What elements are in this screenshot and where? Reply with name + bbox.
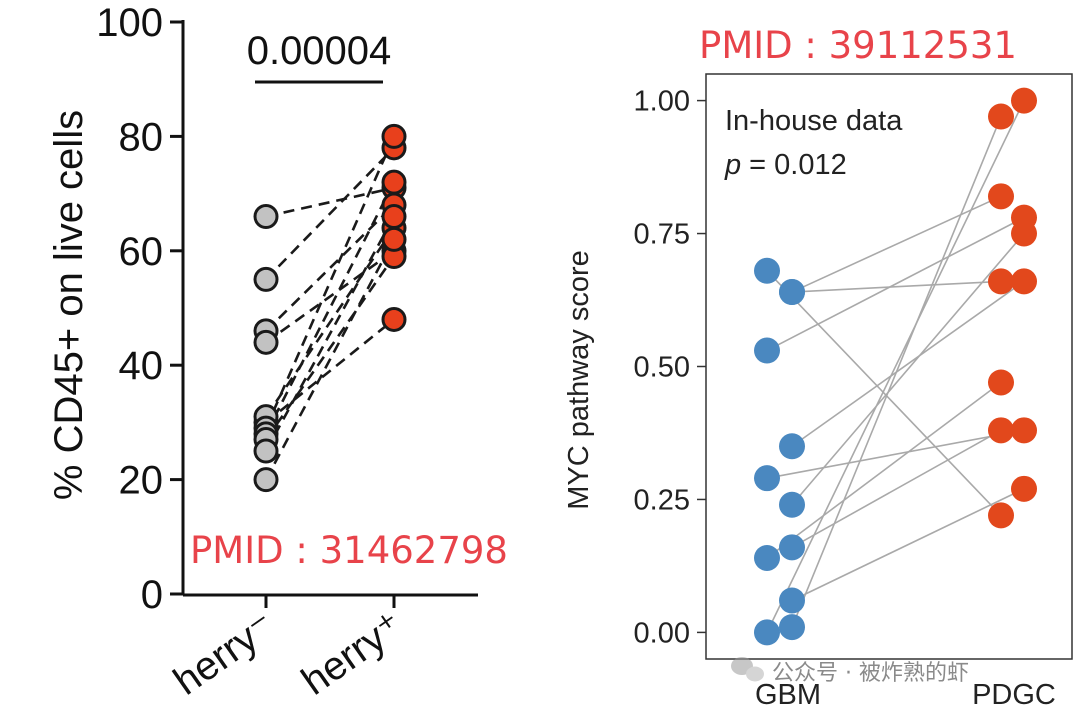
pair-connector [265, 318, 395, 424]
right-x-label-pdgc: PDGC [972, 679, 1056, 711]
pair-connector [791, 488, 1025, 602]
point-gbm [779, 279, 805, 306]
right-y-axis-title: MYC pathway score [563, 250, 595, 510]
pair-connector [766, 100, 1025, 633]
point-mcherry-negative [253, 467, 279, 493]
right-y-tick-label: 0.25 [634, 484, 690, 516]
point-pdgc [988, 268, 1014, 295]
pair-connector [791, 195, 1002, 293]
pair-connector [264, 255, 396, 441]
point-mcherry-positive [381, 226, 407, 252]
left-y-tick-label: 100 [96, 1, 163, 45]
point-gbm [779, 587, 805, 614]
pair-connector [766, 381, 1002, 559]
left-y-tick-label: 40 [119, 344, 164, 388]
pair-connector [264, 227, 396, 418]
pair-connector [264, 215, 396, 452]
pair-connector [791, 116, 1002, 628]
point-pdgc [988, 183, 1014, 210]
left-y-ticks: 0 20 40 60 80 100 [96, 1, 183, 617]
point-gbm [754, 544, 780, 571]
point-gbm [754, 337, 780, 364]
left-x-label-pos: herry⁺ [294, 603, 411, 703]
pair-connector [265, 249, 395, 344]
pair-connector [766, 216, 1025, 352]
pair-connector [265, 186, 395, 218]
point-mcherry-positive [381, 203, 407, 229]
right-points [754, 87, 1037, 646]
point-gbm [754, 619, 780, 646]
watermark: 公众号 · 被炸熟的虾 [731, 657, 969, 686]
point-mcherry-negative [253, 329, 279, 355]
pair-connector [264, 181, 396, 435]
point-pdgc [988, 502, 1014, 529]
right-chart: 0.00 0.25 0.50 0.75 1.00 MYC pathway score I… [563, 24, 1073, 711]
point-pdgc [1011, 475, 1037, 502]
point-pdgc [1011, 268, 1037, 295]
pair-connector [264, 135, 396, 429]
pair-connector [791, 429, 1002, 549]
point-mcherry-negative [253, 203, 279, 229]
pair-connector [791, 280, 1002, 293]
point-pdgc [988, 417, 1014, 444]
pair-connector [265, 204, 395, 332]
point-gbm [779, 534, 805, 561]
right-y-ticks: 0.00 0.25 0.50 0.75 1.00 [634, 86, 706, 649]
left-points [253, 123, 407, 493]
left-x-label-null: herry⁻ [166, 603, 283, 703]
point-gbm [779, 433, 805, 460]
watermark-text: 公众号 · 被炸熟的虾 [772, 661, 969, 686]
point-pdgc [1011, 87, 1037, 114]
left-y-tick-label: 80 [119, 115, 164, 159]
point-mcherry-positive [381, 123, 407, 149]
point-mcherry-positive [381, 306, 407, 332]
point-gbm [754, 257, 780, 284]
p-symbol: p [724, 149, 741, 181]
left-y-tick-label: 60 [119, 230, 164, 274]
pair-connector [265, 146, 395, 281]
point-pdgc [988, 103, 1014, 130]
point-mcherry-negative [253, 266, 279, 292]
left-y-tick-label: 0 [141, 573, 163, 617]
point-mcherry-negative [253, 438, 279, 464]
pair-connector [766, 270, 1002, 516]
wechat-icon [731, 657, 764, 682]
right-y-tick-label: 0.50 [634, 352, 690, 384]
left-y-axis-title: % CD45+ on live cells [47, 110, 91, 500]
right-y-tick-label: 1.00 [634, 86, 690, 118]
right-y-tick-label: 0.75 [634, 219, 690, 251]
pair-connector [766, 429, 1025, 479]
left-y-tick-label: 20 [119, 459, 164, 503]
point-pdgc [1011, 417, 1037, 444]
p-value: = 0.012 [749, 149, 847, 181]
pmid-label-left: PMID : 31462798 [190, 529, 508, 572]
annotation-title: In-house data [725, 105, 903, 137]
right-y-tick-label: 0.00 [634, 617, 690, 649]
right-connectors [766, 100, 1025, 633]
significance-label: 0.00004 [247, 29, 392, 73]
pair-connector [791, 233, 1025, 506]
point-pdgc [988, 369, 1014, 396]
pmid-label-right: PMID : 39112531 [699, 24, 1017, 67]
p-value-annotation: p = 0.012 [724, 149, 847, 181]
point-mcherry-positive [381, 169, 407, 195]
point-pdgc [1011, 220, 1037, 247]
pair-connector [791, 280, 1025, 447]
left-connectors [264, 135, 396, 481]
point-gbm [754, 465, 780, 492]
right-x-label-gbm: GBM [755, 679, 821, 711]
pair-connector [264, 238, 396, 481]
point-gbm [779, 491, 805, 518]
left-chart: 0 20 40 60 80 100 0.00004 % CD45+ on live cel… [47, 1, 508, 704]
point-gbm [779, 614, 805, 641]
